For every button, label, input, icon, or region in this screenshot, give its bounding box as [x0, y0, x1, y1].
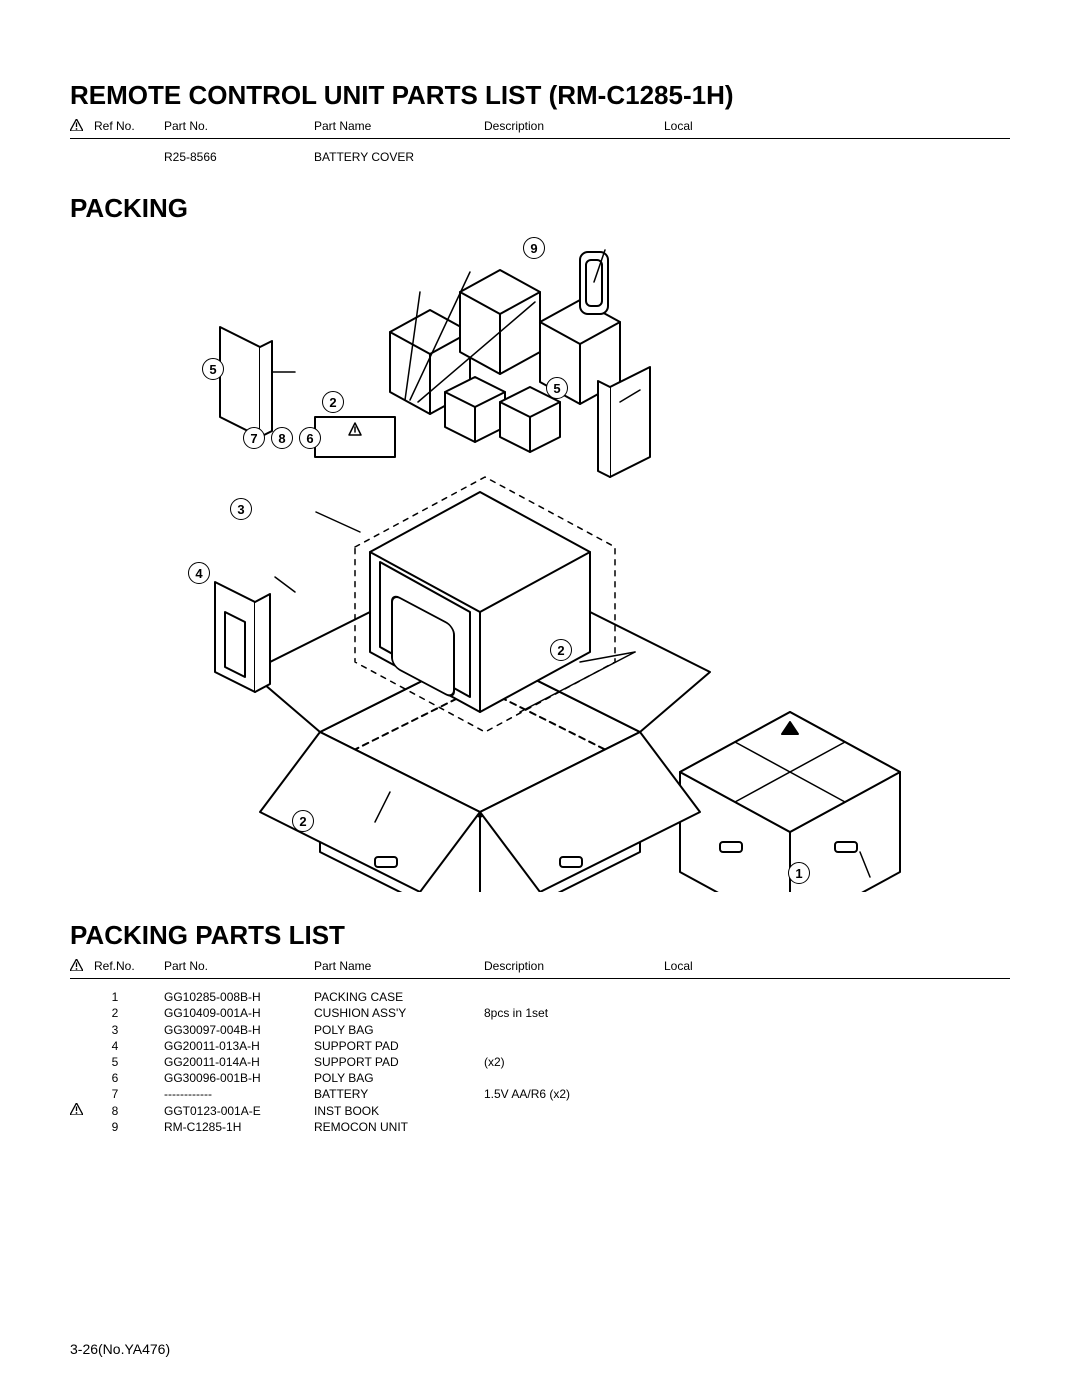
- cell-ref: 8: [94, 1103, 164, 1119]
- page-footer: 3-26(No.YA476): [70, 1341, 170, 1357]
- cell-local: [664, 1038, 784, 1054]
- cell-desc: 1.5V AA/R6 (x2): [484, 1086, 664, 1102]
- col-name: Part Name: [314, 959, 484, 974]
- table-row: 7------------BATTERY1.5V AA/R6 (x2): [70, 1086, 1010, 1102]
- cell-desc: (x2): [484, 1054, 664, 1070]
- cell-warn: [70, 1086, 94, 1102]
- cell-warn: [70, 989, 94, 1005]
- remote-parts-title: REMOTE CONTROL UNIT PARTS LIST (RM-C1285…: [70, 80, 1010, 111]
- packing-title: PACKING: [70, 193, 1010, 224]
- cell-warn: [70, 1005, 94, 1021]
- cell-part: RM-C1285-1H: [164, 1119, 314, 1135]
- cell-name: POLY BAG: [314, 1070, 484, 1086]
- remote-table-header: Ref No. Part No. Part Name Description L…: [70, 119, 1010, 139]
- cell-name: SUPPORT PAD: [314, 1038, 484, 1054]
- cell-name: CUSHION ASS'Y: [314, 1005, 484, 1021]
- cell-warn: [70, 1070, 94, 1086]
- cell-ref: 6: [94, 1070, 164, 1086]
- cell-part: GG30096-001B-H: [164, 1070, 314, 1086]
- cell-part: GG30097-004B-H: [164, 1022, 314, 1038]
- cell-name: POLY BAG: [314, 1022, 484, 1038]
- cell-desc: [484, 1119, 664, 1135]
- cell-ref: 9: [94, 1119, 164, 1135]
- cell-warn: [70, 1119, 94, 1135]
- cell-warn: [70, 1103, 94, 1119]
- cell-name: INST BOOK: [314, 1103, 484, 1119]
- col-desc: Description: [484, 119, 664, 134]
- cell-local: [664, 1086, 784, 1102]
- cell-part: ------------: [164, 1086, 314, 1102]
- table-row: 8GGT0123-001A-EINST BOOK: [70, 1103, 1010, 1119]
- cell-ref: 7: [94, 1086, 164, 1102]
- cell-name: SUPPORT PAD: [314, 1054, 484, 1070]
- cell-name: BATTERY: [314, 1086, 484, 1102]
- cell-warn: [70, 1038, 94, 1054]
- col-ref: Ref.No.: [94, 959, 164, 974]
- warning-icon: [70, 119, 83, 131]
- table-row: 2GG10409-001A-HCUSHION ASS'Y8pcs in 1set: [70, 1005, 1010, 1021]
- cell-ref: 4: [94, 1038, 164, 1054]
- cell-part: GGT0123-001A-E: [164, 1103, 314, 1119]
- cell-ref: 1: [94, 989, 164, 1005]
- cell-ref: 5: [94, 1054, 164, 1070]
- col-part: Part No.: [164, 119, 314, 134]
- cell-part: GG20011-013A-H: [164, 1038, 314, 1054]
- cell-part: GG20011-014A-H: [164, 1054, 314, 1070]
- table-row: 6GG30096-001B-HPOLY BAG: [70, 1070, 1010, 1086]
- warning-icon: [70, 959, 83, 971]
- cell-ref: [94, 149, 164, 165]
- cell-name: PACKING CASE: [314, 989, 484, 1005]
- table-row: 1GG10285-008B-HPACKING CASE: [70, 989, 1010, 1005]
- cell-warn: [70, 1022, 94, 1038]
- cell-part: GG10409-001A-H: [164, 1005, 314, 1021]
- col-local: Local: [664, 959, 784, 974]
- cell-local: [664, 1022, 784, 1038]
- packing-table-body: 1GG10285-008B-HPACKING CASE2GG10409-001A…: [70, 989, 1010, 1135]
- cell-desc: 8pcs in 1set: [484, 1005, 664, 1021]
- cell-desc: [484, 989, 664, 1005]
- packing-diagram: 955278634221: [70, 232, 1010, 892]
- table-row: R25-8566BATTERY COVER: [70, 149, 1010, 165]
- packing-table-header: Ref.No. Part No. Part Name Description L…: [70, 959, 1010, 979]
- cell-ref: 3: [94, 1022, 164, 1038]
- cell-local: [664, 1054, 784, 1070]
- cell-local: [664, 149, 784, 165]
- cell-local: [664, 1005, 784, 1021]
- cell-part: GG10285-008B-H: [164, 989, 314, 1005]
- cell-ref: 2: [94, 1005, 164, 1021]
- cell-desc: [484, 1022, 664, 1038]
- packing-parts-title: PACKING PARTS LIST: [70, 920, 1010, 951]
- table-row: 5GG20011-014A-HSUPPORT PAD(x2): [70, 1054, 1010, 1070]
- cell-name: BATTERY COVER: [314, 149, 484, 165]
- cell-local: [664, 989, 784, 1005]
- table-row: 4GG20011-013A-HSUPPORT PAD: [70, 1038, 1010, 1054]
- col-desc: Description: [484, 959, 664, 974]
- cell-local: [664, 1070, 784, 1086]
- cell-local: [664, 1119, 784, 1135]
- cell-warn: [70, 1054, 94, 1070]
- cell-part: R25-8566: [164, 149, 314, 165]
- table-row: 3GG30097-004B-HPOLY BAG: [70, 1022, 1010, 1038]
- col-ref: Ref No.: [94, 119, 164, 134]
- cell-desc: [484, 1103, 664, 1119]
- col-part: Part No.: [164, 959, 314, 974]
- col-name: Part Name: [314, 119, 484, 134]
- cell-name: REMOCON UNIT: [314, 1119, 484, 1135]
- col-local: Local: [664, 119, 784, 134]
- cell-local: [664, 1103, 784, 1119]
- table-row: 9RM-C1285-1HREMOCON UNIT: [70, 1119, 1010, 1135]
- cell-desc: [484, 1070, 664, 1086]
- cell-desc: [484, 149, 664, 165]
- remote-table-body: R25-8566BATTERY COVER: [70, 149, 1010, 165]
- cell-warn: [70, 149, 94, 165]
- cell-desc: [484, 1038, 664, 1054]
